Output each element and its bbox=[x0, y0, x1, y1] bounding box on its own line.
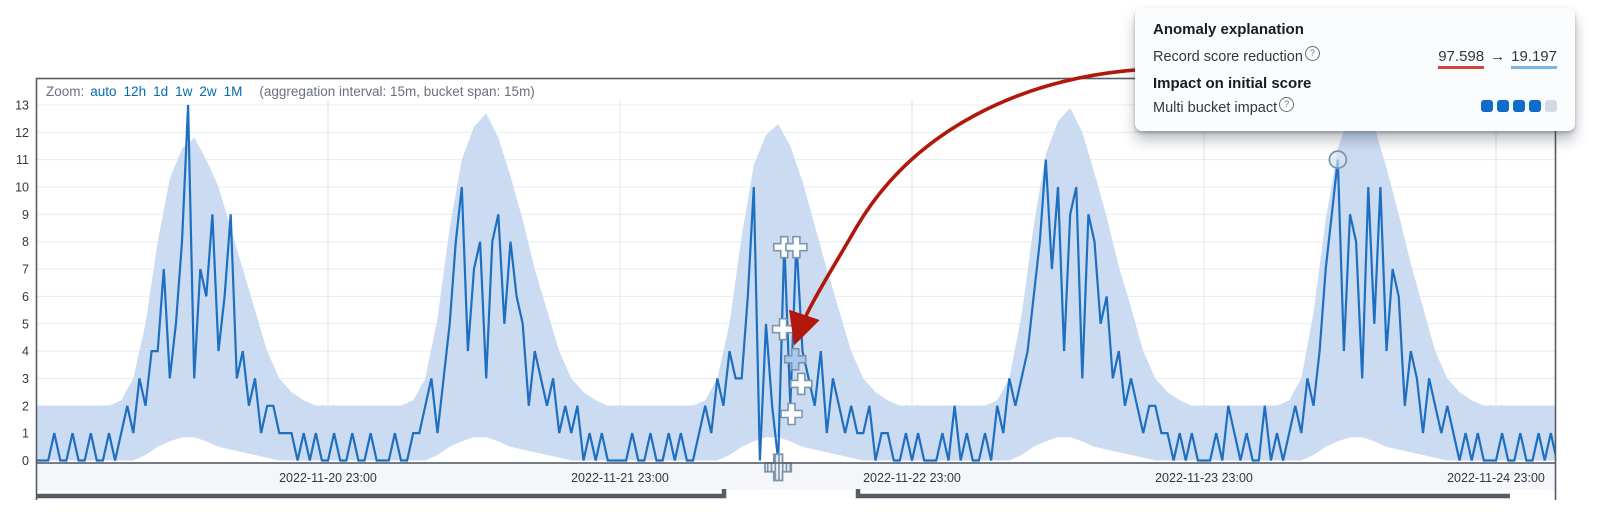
svg-text:2022-11-21 23:00: 2022-11-21 23:00 bbox=[571, 471, 669, 485]
impact-square bbox=[1545, 100, 1557, 112]
zoom-option-1w[interactable]: 1w bbox=[175, 84, 193, 99]
svg-text:8: 8 bbox=[22, 235, 29, 249]
zoom-option-12h[interactable]: 12h bbox=[123, 84, 147, 99]
zoom-option-1M[interactable]: 1M bbox=[223, 84, 243, 99]
zoom-links: auto 12h 1d 1w 2w 1M bbox=[90, 84, 249, 99]
svg-text:9: 9 bbox=[22, 208, 29, 222]
zoom-label: Zoom: bbox=[46, 84, 85, 99]
svg-text:10: 10 bbox=[15, 181, 29, 195]
aggregation-note: (aggregation interval: 15m, bucket span:… bbox=[259, 84, 535, 99]
record-score-label-wrap: Record score reduction? bbox=[1153, 46, 1320, 65]
x-axis-strip bbox=[36, 463, 1556, 490]
svg-text:2022-11-20 23:00: 2022-11-20 23:00 bbox=[279, 471, 377, 485]
impact-square bbox=[1481, 100, 1493, 112]
anomaly-marker-circle[interactable] bbox=[1328, 150, 1348, 169]
zoom-option-auto[interactable]: auto bbox=[90, 84, 117, 99]
svg-text:3: 3 bbox=[22, 372, 29, 386]
impact-square bbox=[1497, 100, 1509, 112]
multi-bucket-row: Multi bucket impact? bbox=[1153, 97, 1557, 116]
anomaly-explanation-popover: Anomaly explanation Record score reducti… bbox=[1135, 8, 1575, 131]
svg-text:2: 2 bbox=[22, 399, 29, 413]
model-bounds-area bbox=[37, 99, 1555, 461]
svg-text:2022-11-24 23:00: 2022-11-24 23:00 bbox=[1447, 471, 1545, 485]
svg-text:5: 5 bbox=[22, 317, 29, 331]
impact-square bbox=[1513, 100, 1525, 112]
x-axis-labels: 2022-11-20 23:00 2022-11-21 23:00 2022-11-… bbox=[279, 471, 1545, 485]
multi-bucket-label: Multi bucket impact bbox=[1153, 100, 1278, 116]
score-before: 97.598 bbox=[1438, 48, 1485, 69]
context-mask-right[interactable] bbox=[855, 489, 1510, 499]
impact-severity-meter bbox=[1481, 100, 1557, 112]
svg-text:11: 11 bbox=[16, 153, 29, 167]
svg-text:7: 7 bbox=[22, 263, 29, 277]
anomaly-marker-multibucket-selected[interactable] bbox=[783, 348, 807, 371]
svg-text:2022-11-23 23:00: 2022-11-23 23:00 bbox=[1155, 471, 1253, 485]
svg-text:6: 6 bbox=[22, 290, 29, 304]
anomaly-marker-multibucket[interactable] bbox=[789, 372, 813, 396]
record-score-label: Record score reduction bbox=[1153, 49, 1303, 65]
context-mask-left[interactable] bbox=[37, 489, 727, 499]
svg-text:13: 13 bbox=[15, 98, 29, 112]
score-after: 19.197 bbox=[1511, 48, 1557, 69]
anomaly-marker-multibucket-hatched[interactable] bbox=[764, 453, 793, 482]
impact-title: Impact on initial score bbox=[1153, 75, 1312, 92]
help-icon[interactable]: ? bbox=[1304, 46, 1320, 61]
help-icon[interactable]: ? bbox=[1279, 97, 1295, 112]
popover-title: Anomaly explanation bbox=[1153, 21, 1304, 38]
anomaly-marker-multibucket[interactable] bbox=[780, 402, 803, 426]
record-score-values: 97.598 → 19.197 bbox=[1438, 48, 1557, 69]
impact-square bbox=[1529, 100, 1541, 112]
multi-bucket-label-wrap: Multi bucket impact? bbox=[1153, 97, 1295, 116]
arrow-right-icon: → bbox=[1490, 48, 1506, 65]
svg-text:0: 0 bbox=[22, 454, 29, 468]
chart-zoom-controls: Zoom: auto 12h 1d 1w 2w 1M (aggregation interva… bbox=[46, 84, 535, 99]
svg-text:1: 1 bbox=[22, 427, 29, 441]
record-score-row: Record score reduction? 97.598 → 19.197 bbox=[1153, 46, 1557, 69]
zoom-option-2w[interactable]: 2w bbox=[199, 84, 217, 99]
svg-text:12: 12 bbox=[15, 126, 29, 140]
zoom-option-1d[interactable]: 1d bbox=[153, 84, 169, 99]
svg-text:4: 4 bbox=[22, 345, 29, 359]
svg-text:2022-11-22 23:00: 2022-11-22 23:00 bbox=[863, 471, 961, 485]
